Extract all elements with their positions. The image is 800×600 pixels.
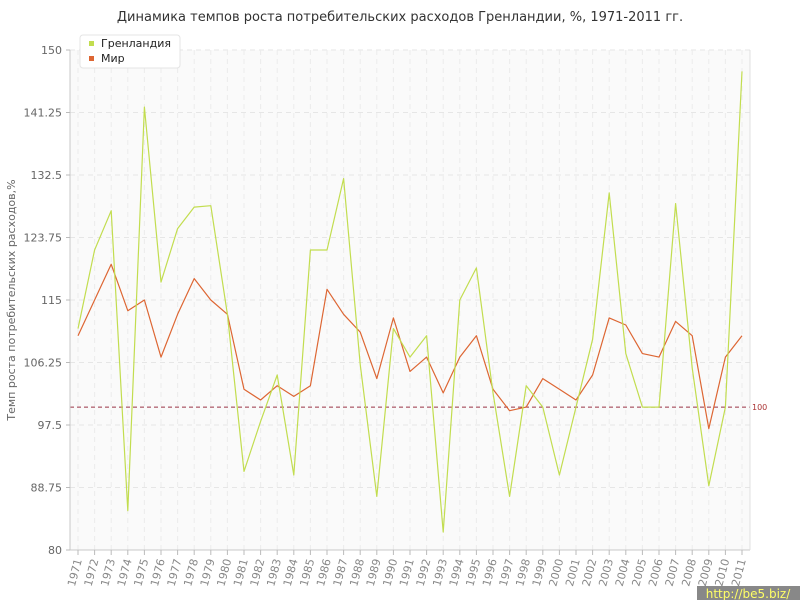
grid: [70, 49, 750, 550]
legend-box: [79, 34, 181, 69]
x-tick-labels: 1971197219731974197519761977197819791980…: [65, 550, 749, 588]
series-line-world: [77, 263, 743, 430]
reference-line-group: 100: [70, 403, 767, 412]
series-line-greenland: [77, 71, 743, 533]
chart-title: Динамика темпов роста потребительских ра…: [117, 10, 683, 25]
y-tick-label: 97.5: [38, 419, 63, 432]
y-tick-label: 150: [41, 44, 62, 57]
watermark-text: http://be5.biz/: [706, 587, 791, 600]
reference-line-label: 100: [752, 403, 767, 412]
y-tick-label: 88.75: [31, 482, 63, 495]
y-tick-label: 80: [48, 544, 62, 557]
y-tick-label: 132.5: [31, 169, 63, 182]
legend-swatch-world: [89, 56, 94, 61]
watermark-bg: [697, 586, 800, 600]
x-tick-label: 2011: [729, 557, 749, 587]
y-tick-label: 141.25: [24, 107, 63, 120]
legend: Гренландия Мир: [79, 34, 181, 69]
series-group: [77, 71, 743, 533]
legend-label-world: Мир: [101, 52, 125, 65]
legend-label-greenland: Гренландия: [101, 37, 171, 50]
legend-swatch-greenland: [89, 41, 94, 46]
y-tick-label: 123.75: [24, 232, 63, 245]
y-tick-label: 115: [41, 294, 62, 307]
y-tick-label: 106.25: [24, 357, 63, 370]
y-axis-label: Темп роста потребительских расходов,%: [5, 179, 18, 421]
y-tick-labels: 80 88.75 97.5 106.25 115 123.75 132.5 141.25 150: [24, 44, 70, 557]
watermark: http://be5.biz/: [697, 586, 800, 600]
